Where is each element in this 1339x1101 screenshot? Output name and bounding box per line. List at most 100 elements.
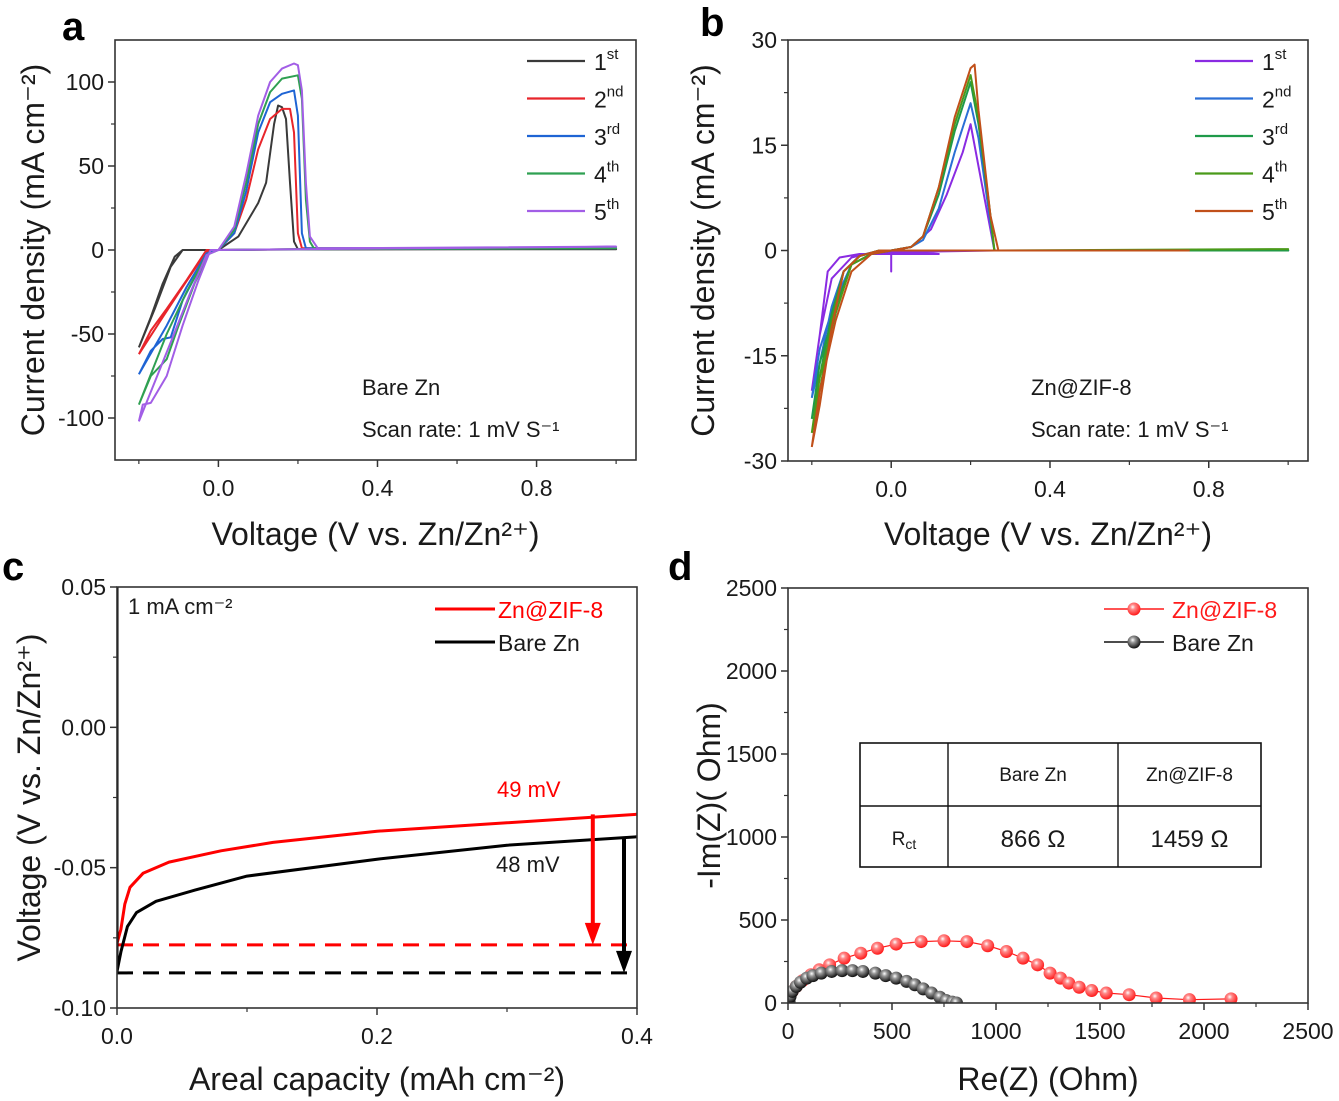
x-tick-label: 0.0 xyxy=(875,476,907,502)
table-cell-zif8-rct: 1459 Ω xyxy=(1151,826,1229,853)
legend-label: Bare Zn xyxy=(498,630,580,656)
legend-number: 1 xyxy=(594,49,607,75)
panel-d-nyquist-plot: 0 500 1000 1500 2000 2500 0 500 1000 1500 2000 2500… xyxy=(668,545,1334,1097)
table-header-bare-zn: Bare Zn xyxy=(999,765,1067,786)
x-tick-label: 2500 xyxy=(1282,1018,1333,1044)
panel-label: b xyxy=(700,1,724,45)
annotation: Scan rate: 1 mV S⁻¹ xyxy=(1031,417,1228,442)
data-point xyxy=(870,941,884,955)
x-tick-label: 0.4 xyxy=(1034,476,1066,502)
x-axis-title: Voltage (V vs. Zn/Zn²⁺) xyxy=(884,516,1212,552)
data-point xyxy=(949,996,963,1003)
panel-label: c xyxy=(2,545,24,589)
panel-c-nucleation-overpotential: -0.10 -0.05 0.00 0.05 0.0 0.2 0.4 c Areal capaci… xyxy=(2,545,653,1097)
data-point xyxy=(960,935,974,949)
data-point xyxy=(1062,976,1076,990)
series-line-2nd xyxy=(138,107,618,355)
x-tick-label: 1000 xyxy=(970,1018,1021,1044)
legend-label: 5th xyxy=(1262,196,1287,225)
y-tick-label: 0 xyxy=(91,237,104,263)
legend-number: 4 xyxy=(594,162,607,188)
y-axis-title: Voltage (V vs. Zn/Zn²⁺) xyxy=(11,633,47,961)
rct-inset-table: Bare Zn Zn@ZIF-8 Rct 866 Ω 1459 Ω xyxy=(859,742,1262,868)
series-line-1st xyxy=(137,104,618,348)
y-tick-label: 1500 xyxy=(726,741,777,767)
data-point xyxy=(937,934,951,948)
data-point xyxy=(879,969,893,983)
data-point xyxy=(999,945,1013,959)
y-tick-label: -30 xyxy=(744,448,777,474)
x-tick-label: 0.4 xyxy=(621,1023,653,1049)
x-tick-label: 0.0 xyxy=(202,475,234,501)
legend-number: 4 xyxy=(1262,162,1275,188)
series-line-4th xyxy=(137,74,618,405)
table-border xyxy=(859,742,1262,868)
legend-number: 5 xyxy=(1262,199,1275,225)
legend-marker xyxy=(1127,635,1141,649)
series-group xyxy=(788,934,1238,1003)
series-group xyxy=(117,587,637,975)
x-tick-label: 2000 xyxy=(1178,1018,1229,1044)
data-point xyxy=(1016,951,1030,965)
y-tick-label: 0 xyxy=(764,238,777,264)
legend-label: 4th xyxy=(1262,159,1287,188)
legend-superscript: th xyxy=(1275,196,1288,213)
overpotential-label-zif8: 49 mV xyxy=(497,777,561,802)
y-tick-label: 50 xyxy=(78,153,104,179)
legend-label: 4th xyxy=(594,159,619,188)
data-point xyxy=(1224,992,1238,1003)
x-axis-title: Areal capacity (mAh cm⁻²) xyxy=(189,1061,565,1097)
x-tick-label: 0.0 xyxy=(101,1023,133,1049)
legend-label: 3rd xyxy=(594,121,620,150)
legend-number: 5 xyxy=(594,199,607,225)
legend-number: 2 xyxy=(594,87,607,113)
data-point xyxy=(868,966,882,980)
legend-superscript: th xyxy=(607,159,620,176)
legend-label: 5th xyxy=(594,196,619,225)
legend-superscript: st xyxy=(1275,46,1288,63)
data-point xyxy=(914,935,928,949)
x-tick-label: 0.8 xyxy=(521,475,553,501)
data-point xyxy=(825,964,839,978)
legend-superscript: rd xyxy=(1275,121,1288,138)
data-point xyxy=(854,946,868,960)
y-tick-label: -0.10 xyxy=(54,995,106,1021)
legend-superscript: th xyxy=(1275,159,1288,176)
legend-superscript: nd xyxy=(1275,84,1292,101)
series-line-Zn-ZIF-8 xyxy=(117,587,637,945)
annotation: Scan rate: 1 mV S⁻¹ xyxy=(362,417,559,442)
data-point xyxy=(835,964,849,978)
panel-label: d xyxy=(668,545,692,589)
series-line-Bare-Zn xyxy=(117,587,637,973)
y-axis-title: -Im(Z)( Ohm) xyxy=(691,702,727,889)
x-tick-label: 0 xyxy=(782,1018,795,1044)
legend-number: 3 xyxy=(594,124,607,150)
overpotential-label-bare: 48 mV xyxy=(496,852,560,877)
table-row-label: Rct xyxy=(892,829,917,852)
y-tick-label: 0 xyxy=(764,990,777,1016)
data-point xyxy=(1031,958,1045,972)
legend-superscript: rd xyxy=(607,121,620,138)
y-tick-label: 2000 xyxy=(726,658,777,684)
data-point xyxy=(845,964,859,978)
legend-label: Zn@ZIF-8 xyxy=(1172,597,1277,623)
y-tick-label: 15 xyxy=(751,132,777,158)
x-tick-label: 0.8 xyxy=(1193,476,1225,502)
table-header-zn-zif8: Zn@ZIF-8 xyxy=(1146,765,1233,786)
y-axis-title: Current density (mA cm⁻²) xyxy=(15,64,51,437)
legend-label: 1st xyxy=(1262,46,1287,75)
y-tick-label: 2500 xyxy=(726,575,777,601)
series-line-5th xyxy=(137,62,618,422)
current-density-annotation: 1 mA cm⁻² xyxy=(128,594,233,619)
annotation: Zn@ZIF-8 xyxy=(1031,375,1132,400)
data-point xyxy=(981,939,995,953)
data-point xyxy=(1043,966,1057,980)
y-tick-label: 1000 xyxy=(726,824,777,850)
series-group xyxy=(137,62,618,422)
y-tick-label: -100 xyxy=(58,405,104,431)
y-tick-label: -0.05 xyxy=(54,855,106,881)
legend-superscript: th xyxy=(607,196,620,213)
series-line-1st xyxy=(810,123,1290,391)
y-tick-label: 30 xyxy=(751,27,777,53)
